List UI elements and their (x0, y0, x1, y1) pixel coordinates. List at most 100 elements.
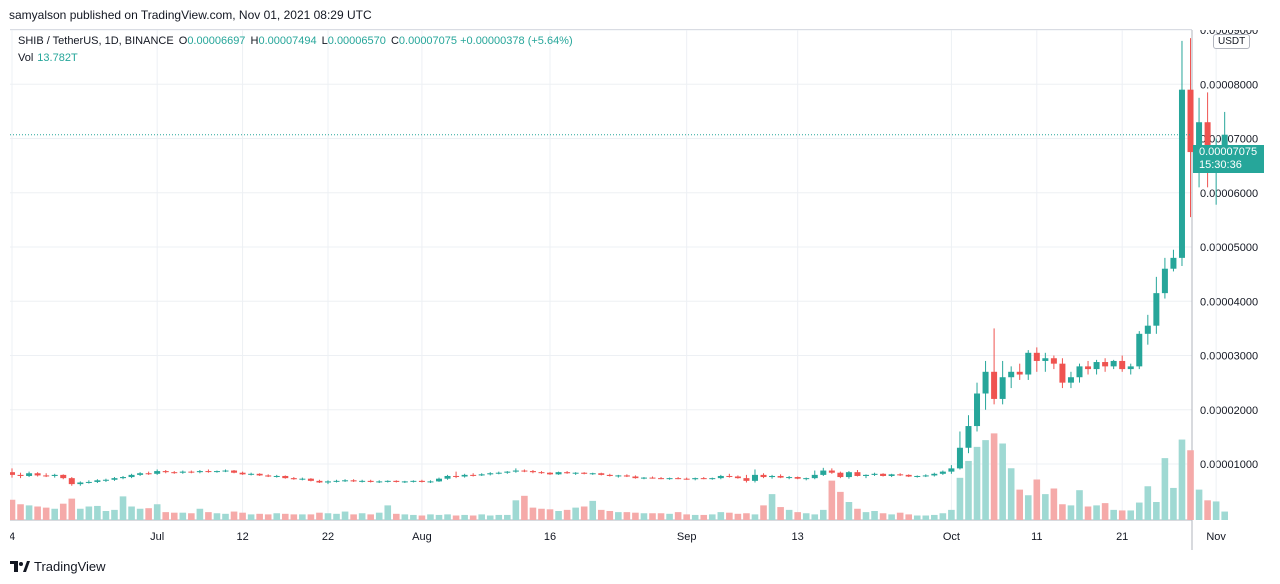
candle-body (384, 480, 391, 482)
candle-body (598, 473, 605, 475)
candle-body (171, 472, 178, 474)
volume-bar (401, 514, 409, 520)
candle-body (350, 480, 357, 482)
volume-bar (1118, 510, 1126, 520)
candle-body (854, 472, 861, 476)
candle-body (734, 476, 741, 479)
candle-body (94, 480, 101, 482)
symbol-label[interactable]: SHIB / TetherUS, 1D, BINANCE (18, 35, 174, 47)
candle-body (512, 470, 519, 472)
volume-bar (162, 512, 170, 520)
volume-bar (10, 499, 16, 520)
volume-bar (828, 480, 836, 520)
volume-bar (973, 446, 981, 520)
volume-bar (948, 509, 955, 520)
candle-body (948, 468, 955, 472)
volume-bar (461, 514, 468, 520)
candle-body (1144, 325, 1151, 334)
candle-body (709, 478, 716, 480)
candle-body (828, 470, 835, 473)
candle-body (1050, 358, 1057, 364)
candle-body (1033, 352, 1040, 361)
x-tick-label: Oct (943, 531, 960, 543)
candlestick-chart: 0.00009000 0.00008000 0.00007000 0.00006000… (10, 30, 1258, 550)
candle-body (154, 471, 161, 474)
candle-body (700, 478, 707, 480)
volume-bar (205, 512, 212, 520)
candle-body (248, 473, 255, 475)
candle-body (324, 481, 331, 483)
candle-body (282, 475, 289, 479)
candle-body (1093, 362, 1100, 370)
volume-bar (1135, 502, 1143, 520)
volume-bar (597, 509, 605, 520)
candle-body (290, 478, 297, 480)
volume-bar (333, 513, 340, 520)
last-price-value: 0.00007075 (1199, 146, 1258, 158)
candle-body (470, 474, 477, 476)
volume-bar (1144, 486, 1152, 520)
candle-body (1008, 371, 1015, 378)
close-value: 0.00007075 (398, 35, 458, 47)
x-tick-label: 4 (10, 531, 15, 543)
volume-bar (580, 506, 588, 520)
candle-body (128, 474, 135, 478)
chart-area[interactable]: 0.00009000 0.00008000 0.00007000 0.00006000… (10, 29, 1258, 550)
candle-body (461, 474, 468, 477)
candle-body (43, 475, 50, 477)
volume-bar (51, 508, 58, 520)
high-value: 0.00007494 (258, 35, 317, 47)
volume-bar (1024, 495, 1032, 520)
candle-body (85, 481, 92, 483)
volume-bar (1067, 505, 1075, 520)
volume-bar (170, 512, 178, 520)
volume-bar (1110, 509, 1117, 520)
candle-body (359, 480, 366, 482)
volume-bar (1170, 487, 1177, 520)
candle-body (615, 475, 622, 477)
candle-body (760, 474, 767, 478)
volume-bar (990, 433, 998, 520)
last-price-tag: 0.00007075 15:30:36 (1193, 145, 1264, 173)
currency-badge[interactable]: USDT (1213, 34, 1251, 49)
bar-countdown: 15:30:36 (1199, 159, 1242, 171)
candle-body (1085, 366, 1092, 370)
volume-bar (307, 514, 315, 520)
candle-body (26, 473, 33, 476)
candle-body (623, 475, 630, 477)
candle-body (939, 471, 946, 474)
candle-body (504, 471, 511, 473)
candle-body (436, 478, 442, 482)
volume-bar (879, 513, 887, 520)
candle-body (1059, 363, 1066, 383)
candle-body (1187, 89, 1194, 153)
volume-bar (563, 509, 571, 520)
volume-bar (623, 512, 631, 520)
candle-body (1127, 366, 1134, 370)
candle-body (555, 472, 562, 475)
volume-bar (119, 496, 127, 520)
volume-bar (1033, 479, 1041, 520)
x-tick-label: 11 (1031, 531, 1042, 543)
candle-body (547, 472, 554, 475)
volume-bar (222, 513, 229, 520)
candle-body (640, 477, 647, 479)
candle-body (880, 473, 887, 476)
volume-label[interactable]: Vol (18, 52, 34, 64)
volume-bar (572, 507, 579, 520)
x-tick-label: 13 (792, 531, 804, 543)
tradingview-logo[interactable]: TradingView (10, 559, 106, 574)
volume-bar (632, 512, 639, 520)
candle-body (538, 472, 545, 474)
candle-body (837, 472, 844, 478)
volume-bar (1016, 489, 1024, 520)
volume-bar (691, 514, 699, 520)
volume-bar (59, 503, 67, 520)
candle-body (521, 470, 528, 472)
volume-bar (666, 513, 673, 520)
candle-body (606, 474, 613, 476)
candle-body (427, 481, 434, 483)
candle-body (769, 475, 776, 478)
volume-bar (640, 513, 648, 520)
volume-bar (1187, 450, 1194, 520)
